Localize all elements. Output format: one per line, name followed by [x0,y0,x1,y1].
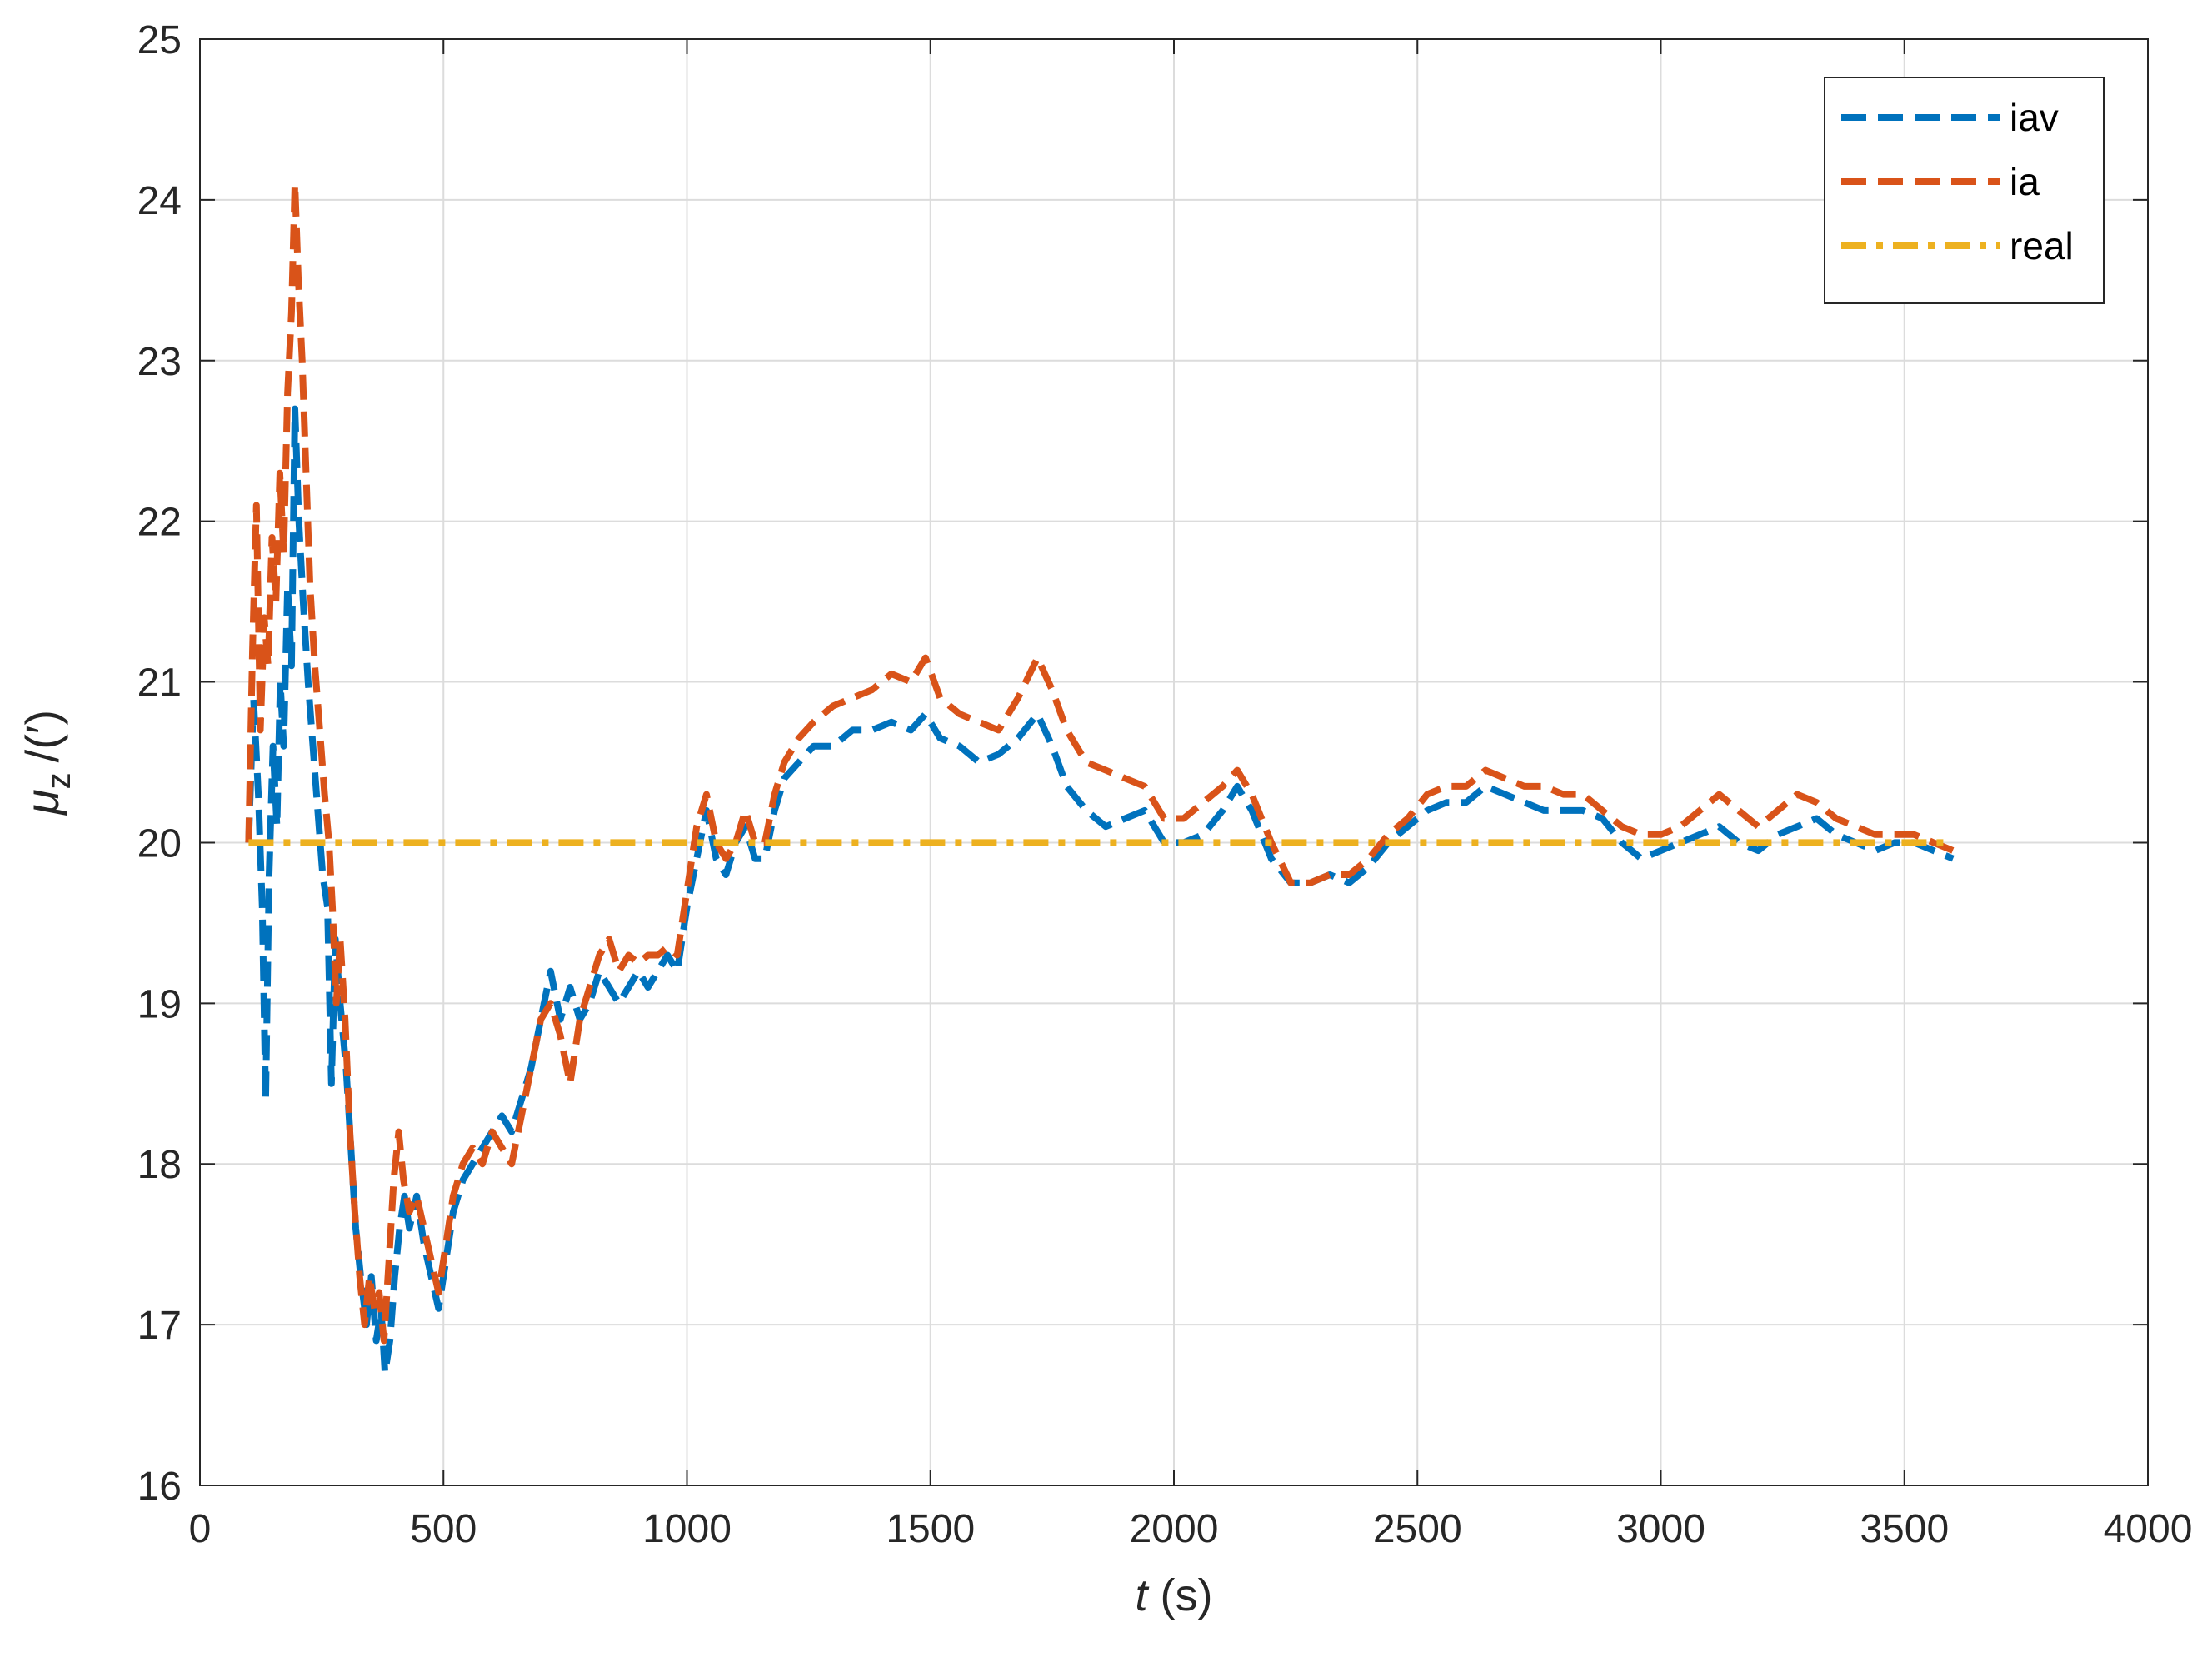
x-tick-label-5: 2500 [1373,1507,1462,1551]
y-axis: 16 17 18 19 20 21 22 23 24 25 [137,18,2148,1509]
y-axis-label-sub: z [41,772,77,789]
legend-items: iav ia real [1841,96,2074,267]
x-tick-label-2: 1000 [642,1507,732,1551]
x-axis-label-unit: (s) [1148,1570,1213,1620]
y-tick-label-4: 20 [137,821,182,866]
x-tick-label-1: 500 [410,1507,477,1551]
series-line-ia [245,180,1955,1345]
series-line-iav [245,405,1955,1376]
y-tick-label-8: 24 [137,179,182,223]
x-tick-label-7: 3500 [1860,1507,1949,1551]
y-axis-label-unit: /(′) [16,710,68,762]
x-axis-label: t (s) [1136,1570,1213,1620]
x-tick-label-0: 0 [189,1507,212,1551]
y-tick-label-9: 25 [137,18,182,62]
x-axis-label-var: t [1136,1570,1150,1620]
x-tick-label-8: 4000 [2104,1507,2193,1551]
y-tick-label-7: 23 [137,340,182,384]
y-tick-label-5: 21 [137,661,182,706]
y-tick-label-0: 16 [137,1465,182,1509]
x-axis: 0 500 1000 1500 2000 2500 3000 3500 4000 [189,39,2193,1551]
y-tick-label-2: 18 [137,1143,182,1187]
y-axis-label-var: μ [16,789,68,816]
y-axis-label: μz /(′) [16,710,77,816]
y-tick-label-3: 19 [137,982,182,1026]
x-tick-label-4: 2000 [1130,1507,1219,1551]
x-tick-label-6: 3000 [1616,1507,1705,1551]
y-tick-label-6: 22 [137,501,182,545]
legend-label-ia: ia [2010,160,2040,203]
y-tick-label-1: 17 [137,1304,182,1348]
legend-label-real: real [2010,224,2074,267]
legend-label-iav: iav [2010,96,2059,139]
legend: iav ia real [1824,77,2105,304]
legend-box [1824,77,2105,304]
series-layer [245,180,1955,1376]
x-tick-label-3: 1500 [886,1507,975,1551]
